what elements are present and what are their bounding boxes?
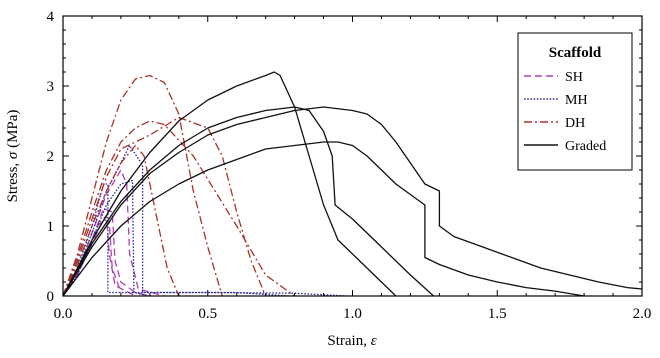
data-curves bbox=[63, 71, 642, 296]
series-dh-curve-4 bbox=[63, 144, 180, 296]
series-mh-curve-1 bbox=[63, 183, 347, 296]
series-sh-curve-3 bbox=[63, 218, 122, 296]
x-axis-label: Strain, ε bbox=[327, 333, 376, 349]
y-tick-label: 2 bbox=[47, 149, 55, 165]
legend-title: Scaffold bbox=[549, 45, 602, 61]
series-graded-curve-2 bbox=[63, 106, 435, 296]
legend-label-dh: DH bbox=[565, 116, 585, 131]
y-axis-symbol: σ bbox=[5, 151, 21, 159]
axis-ticks bbox=[62, 15, 643, 297]
x-axis-symbol: ε bbox=[371, 333, 377, 349]
series-graded-curve-1 bbox=[63, 71, 397, 296]
legend-label-sh: SH bbox=[565, 70, 583, 85]
y-tick-label: 0 bbox=[47, 289, 55, 305]
y-tick-label: 4 bbox=[47, 9, 55, 25]
x-tick-label: 2.0 bbox=[633, 306, 652, 322]
x-tick-label: 1.5 bbox=[488, 306, 507, 322]
y-tick-label: 3 bbox=[47, 79, 55, 95]
legend-label-mh: MH bbox=[565, 93, 588, 108]
y-axis-label: Stress, σ (MPa) bbox=[5, 110, 21, 203]
x-tick-label: 0.0 bbox=[54, 306, 73, 322]
x-tick-label: 0.5 bbox=[198, 306, 217, 322]
series-sh-curve-2 bbox=[63, 169, 165, 296]
legend-label-graded: Graded bbox=[565, 139, 606, 154]
series-graded-curve-4 bbox=[63, 141, 585, 296]
series-graded-curve-3 bbox=[63, 106, 642, 296]
axis-tick-labels: 0.0 0.5 1.0 1.5 2.0 0 1 2 3 4 bbox=[47, 9, 652, 322]
series-dh-curve-3 bbox=[63, 116, 267, 296]
legend: Scaffold SH MH DH Graded bbox=[517, 32, 633, 171]
legend-box bbox=[517, 32, 633, 171]
series-sh-curve-4 bbox=[63, 214, 136, 296]
series-dh-curve-2 bbox=[63, 120, 295, 296]
series-mh-curve-2 bbox=[63, 144, 289, 296]
series-dh-curve-1 bbox=[63, 74, 223, 296]
y-tick-label: 1 bbox=[47, 219, 55, 235]
x-tick-label: 1.0 bbox=[343, 306, 362, 322]
